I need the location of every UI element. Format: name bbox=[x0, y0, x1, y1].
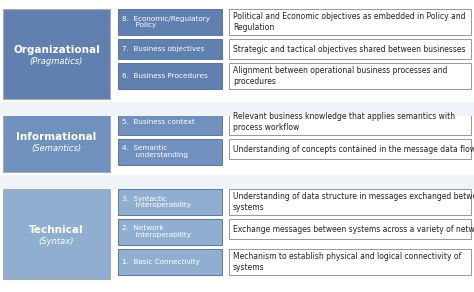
Bar bbox=[229, 109, 471, 135]
Bar bbox=[3, 109, 110, 172]
Bar bbox=[118, 9, 222, 35]
Bar bbox=[229, 9, 471, 35]
Text: 7.  Business objectives: 7. Business objectives bbox=[122, 46, 204, 52]
Bar bbox=[118, 39, 222, 59]
Text: Organizational: Organizational bbox=[13, 45, 100, 55]
Bar bbox=[118, 109, 222, 135]
Text: Mechanism to establish physical and logical connectivity of
systems: Mechanism to establish physical and logi… bbox=[233, 252, 461, 272]
Bar bbox=[118, 63, 222, 89]
Bar bbox=[229, 249, 471, 275]
Bar bbox=[118, 139, 222, 165]
Text: Exchange messages between systems across a variety of networks: Exchange messages between systems across… bbox=[233, 225, 474, 234]
Bar bbox=[229, 63, 471, 89]
Text: Strategic and tactical objectives shared between businesses: Strategic and tactical objectives shared… bbox=[233, 44, 465, 53]
Text: 2.  Network
      Interoperability: 2. Network Interoperability bbox=[122, 225, 191, 239]
Text: Informational: Informational bbox=[17, 131, 97, 142]
Text: 3.  Syntactic
      Interoperability: 3. Syntactic Interoperability bbox=[122, 196, 191, 208]
Bar bbox=[229, 219, 471, 239]
Text: (Pragmatics): (Pragmatics) bbox=[30, 58, 83, 67]
Text: Political and Economic objectives as embedded in Policy and
Regulation: Political and Economic objectives as emb… bbox=[233, 12, 465, 32]
Bar bbox=[229, 189, 471, 215]
Text: (Syntax): (Syntax) bbox=[39, 237, 74, 246]
Text: Understanding of concepts contained in the message data flow: Understanding of concepts contained in t… bbox=[233, 145, 474, 154]
Text: 5.  Business context: 5. Business context bbox=[122, 119, 195, 125]
Bar bbox=[229, 39, 471, 59]
Text: Relevant business knowledge that applies semantics with
process workflow: Relevant business knowledge that applies… bbox=[233, 112, 455, 132]
Bar bbox=[229, 139, 471, 159]
Bar bbox=[118, 189, 222, 215]
Text: Alignment between operational business processes and
procedures: Alignment between operational business p… bbox=[233, 66, 447, 86]
Text: 1.  Basic Connectivity: 1. Basic Connectivity bbox=[122, 259, 200, 265]
Bar bbox=[3, 9, 110, 99]
Text: Technical: Technical bbox=[29, 225, 84, 235]
Bar bbox=[118, 249, 222, 275]
Bar bbox=[3, 189, 110, 279]
Bar bbox=[0, 175, 474, 189]
Text: 8.  Economic/Regulatory
      Policy: 8. Economic/Regulatory Policy bbox=[122, 15, 210, 29]
Text: (Semantics): (Semantics) bbox=[31, 144, 82, 153]
Text: 6.  Business Procedures: 6. Business Procedures bbox=[122, 73, 208, 79]
Text: 4.  Semantic
      understanding: 4. Semantic understanding bbox=[122, 145, 188, 159]
Bar bbox=[0, 102, 474, 116]
Bar bbox=[118, 219, 222, 245]
Text: Understanding of data structure in messages exchanged between
systems: Understanding of data structure in messa… bbox=[233, 192, 474, 212]
